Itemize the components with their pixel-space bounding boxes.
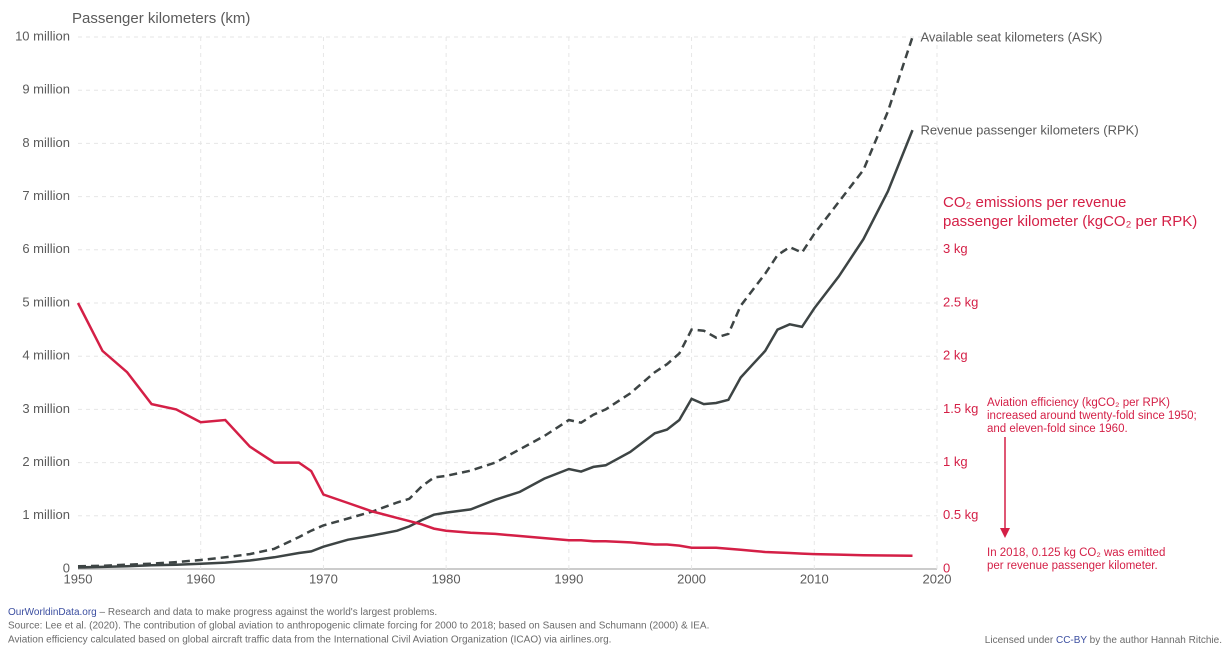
y-tick-label: 4 million: [22, 348, 70, 363]
series-line: [77, 36, 914, 568]
series-line: [77, 129, 914, 569]
y2-tick-label: 1 kg: [943, 454, 968, 469]
license-text: by the author Hannah Ritchie.: [1087, 635, 1222, 645]
y-tick-label: 0: [63, 560, 70, 575]
y2-tick-label: 1.5 kg: [943, 401, 978, 416]
y-tick-label: 2 million: [22, 454, 70, 469]
x-tick-label: 1970: [309, 571, 338, 586]
y2-tick-label: 0.5 kg: [943, 507, 978, 522]
footer-source: Source: Lee et al. (2020). The contribut…: [8, 621, 709, 632]
x-tick-label: 1950: [64, 571, 93, 586]
y-tick-label: 5 million: [22, 294, 70, 309]
x-tick-label: 2020: [923, 571, 952, 586]
chart-title: Passenger kilometers (km): [72, 10, 250, 27]
annotation-arrowhead: [1000, 528, 1010, 538]
license-text: Licensed under: [985, 635, 1056, 645]
y-tick-label: 1 million: [22, 507, 70, 522]
x-tick-label: 2010: [800, 571, 829, 586]
y2-axis-title: passenger kilometer (kgCO₂ per RPK): [943, 213, 1197, 230]
annotation: increased around twenty-fold since 1950;: [987, 410, 1197, 422]
y2-tick-label: 2.5 kg: [943, 294, 978, 309]
footer-tagline: – Research and data to make progress aga…: [97, 607, 437, 618]
y2-tick-label: 0: [943, 560, 950, 575]
y-tick-label: 10 million: [15, 28, 70, 43]
y-tick-label: 7 million: [22, 188, 70, 203]
series-line: [76, 302, 913, 557]
footer-line: OurWorldinData.org – Research and data t…: [8, 607, 437, 618]
series-label: Available seat kilometers (ASK): [920, 29, 1102, 44]
footer-note: Aviation efficiency calculated based on …: [8, 635, 611, 645]
y-tick-label: 6 million: [22, 241, 70, 256]
y2-axis-title: CO₂ emissions per revenue: [943, 194, 1126, 211]
license-link[interactable]: CC-BY: [1056, 635, 1087, 646]
y2-tick-label: 2 kg: [943, 348, 968, 363]
y2-tick-label: 3 kg: [943, 241, 968, 256]
annotation: per revenue passenger kilometer.: [987, 560, 1158, 572]
annotation: Aviation efficiency (kgCO₂ per RPK): [987, 397, 1170, 409]
series-label: Revenue passenger kilometers (RPK): [920, 123, 1138, 138]
x-tick-label: 1960: [186, 571, 215, 586]
footer-brand[interactable]: OurWorldinData.org: [8, 607, 97, 618]
x-tick-label: 1980: [432, 571, 461, 586]
y-tick-label: 3 million: [22, 401, 70, 416]
y-tick-label: 9 million: [22, 82, 70, 97]
annotation: and eleven-fold since 1960.: [987, 423, 1128, 435]
x-tick-label: 2000: [677, 571, 706, 586]
annotation: In 2018, 0.125 kg CO₂ was emitted: [987, 547, 1165, 559]
x-tick-label: 1990: [554, 571, 583, 586]
y-tick-label: 8 million: [22, 135, 70, 150]
footer-license: Licensed under CC-BY by the author Hanna…: [985, 635, 1222, 645]
